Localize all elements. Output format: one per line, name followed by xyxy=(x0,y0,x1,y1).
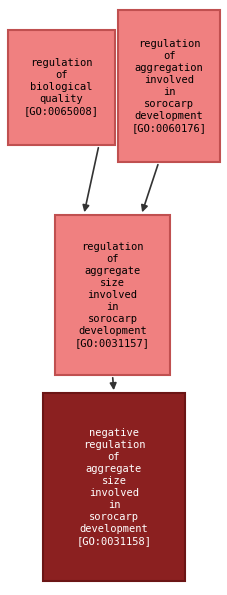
Text: negative
regulation
of
aggregate
size
involved
in
sorocarp
development
[GO:00311: negative regulation of aggregate size in… xyxy=(76,428,151,546)
Text: regulation
of
aggregation
involved
in
sorocarp
development
[GO:0060176]: regulation of aggregation involved in so… xyxy=(131,39,206,133)
Text: regulation
of
biological
quality
[GO:0065008]: regulation of biological quality [GO:006… xyxy=(24,58,99,117)
FancyBboxPatch shape xyxy=(8,30,114,145)
FancyBboxPatch shape xyxy=(118,10,219,162)
FancyBboxPatch shape xyxy=(55,215,169,375)
FancyBboxPatch shape xyxy=(43,393,184,581)
Text: regulation
of
aggregate
size
involved
in
sorocarp
development
[GO:0031157]: regulation of aggregate size involved in… xyxy=(75,242,149,348)
